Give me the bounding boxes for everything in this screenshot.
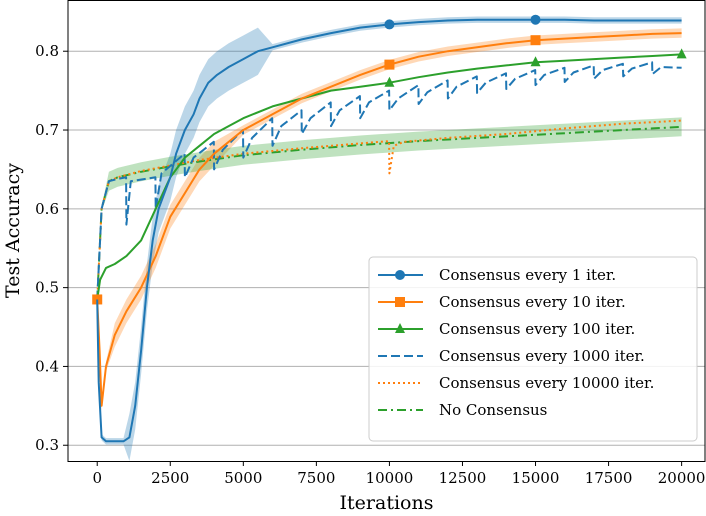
x-tick-label: 10000 — [366, 469, 414, 487]
y-axis-label: Test Accuracy — [2, 163, 24, 298]
plot-frame — [67, 0, 706, 462]
series-marker — [384, 19, 395, 30]
x-tick-label: 15000 — [512, 469, 560, 487]
x-tick-label: 20000 — [658, 469, 706, 487]
series-lines — [92, 14, 687, 443]
series-marker — [395, 297, 405, 307]
series-marker — [384, 76, 395, 87]
x-tick-label: 2500 — [151, 469, 189, 487]
series-line — [96, 32, 682, 407]
legend: Consensus every 1 iter. Consensus every 1… — [368, 256, 698, 442]
series-marker — [530, 35, 541, 46]
y-tick-label: 0.5 — [35, 279, 59, 297]
series-6 — [96, 125, 682, 300]
y-tick-label: 0.8 — [35, 42, 59, 60]
series-marker — [530, 56, 541, 67]
series-marker — [676, 48, 687, 59]
series-marker — [395, 323, 405, 333]
legend-box — [368, 256, 698, 442]
legend-item: Consensus every 1 iter. — [378, 266, 616, 284]
legend-label: Consensus every 10 iter. — [439, 293, 626, 311]
x-axis-ticks: 0 2500 5000 7500 10000 12500 15000 17500 20000 — [92, 461, 705, 487]
legend-label: Consensus every 100 iter. — [439, 320, 635, 338]
series-line — [96, 125, 682, 300]
legend-item: Consensus every 1000 iter. — [378, 347, 645, 365]
x-tick-label: 5000 — [224, 469, 262, 487]
y-tick-label: 0.3 — [35, 436, 59, 454]
legend-item: Consensus every 10 iter. — [378, 293, 626, 311]
legend-item: Consensus every 100 iter. — [378, 320, 635, 338]
y-axis-ticks: 0.3 0.4 0.5 0.6 0.7 0.8 — [35, 42, 68, 454]
x-tick-label: 17500 — [585, 469, 633, 487]
x-tick-label: 0 — [92, 469, 102, 487]
series-marker — [395, 270, 405, 280]
y-tick-label: 0.4 — [35, 357, 59, 375]
series-marker — [384, 59, 395, 70]
series-marker — [530, 14, 541, 25]
legend-label: No Consensus — [439, 401, 547, 419]
series-2 — [92, 32, 682, 407]
legend-label: Consensus every 1000 iter. — [439, 347, 645, 365]
variance-band — [97, 117, 682, 302]
series-marker — [92, 294, 103, 305]
variance-bands — [97, 16, 682, 461]
series-1 — [96, 14, 682, 443]
series-line — [96, 18, 682, 443]
x-axis-label: Iterations — [340, 492, 434, 514]
legend-item: Consensus every 10000 iter. — [378, 374, 654, 392]
x-tick-label: 7500 — [297, 469, 335, 487]
legend-label: Consensus every 1 iter. — [439, 266, 616, 284]
x-tick-label: 12500 — [439, 469, 487, 487]
legend-item: No Consensus — [378, 401, 547, 419]
y-tick-label: 0.7 — [35, 121, 59, 139]
legend-label: Consensus every 10000 iter. — [439, 374, 654, 392]
y-tick-label: 0.6 — [35, 200, 59, 218]
